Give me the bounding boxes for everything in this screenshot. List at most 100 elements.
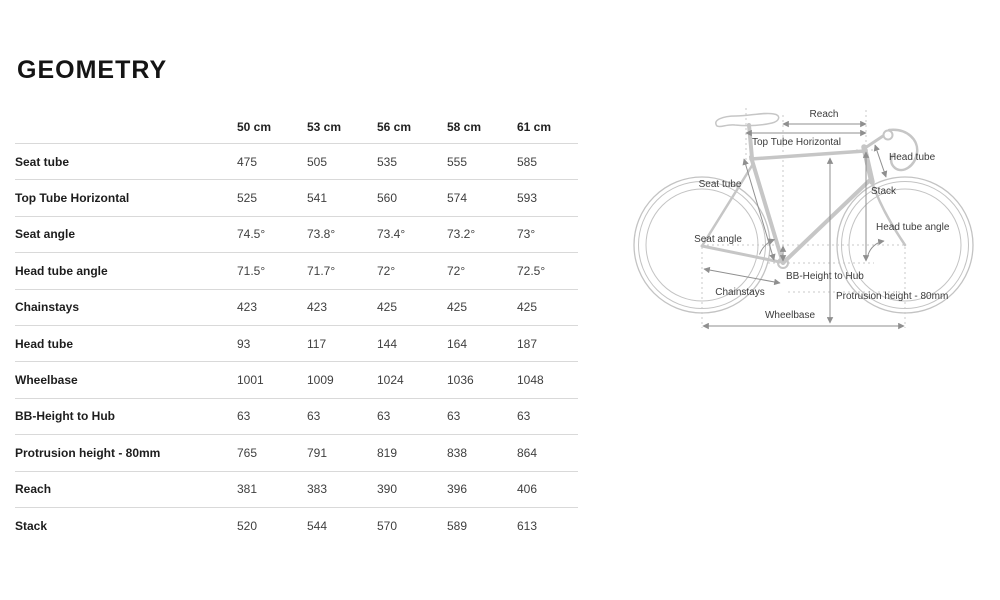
- row-label: BB-Height to Hub: [15, 409, 115, 424]
- value-cell: 1036: [447, 373, 474, 388]
- bike-diagram-svg: Reach Top Tube Horizontal Head tube Seat…: [633, 108, 974, 330]
- value-cell: 475: [237, 154, 258, 169]
- page-title: GEOMETRY: [17, 56, 168, 84]
- diagram-label-top-tube-horizontal: Top Tube Horizontal: [752, 137, 841, 148]
- value-cell: 555: [447, 154, 468, 169]
- diagram-label-chainstays: Chainstays: [715, 287, 764, 298]
- value-cell: 144: [377, 336, 398, 351]
- table-row: BB-Height to Hub 63 63 63 63 63: [15, 397, 578, 434]
- value-cell: 535: [377, 154, 398, 169]
- chainstay-tube: [700, 244, 782, 264]
- value-cell: 73°: [517, 227, 536, 242]
- value-cell: 72°: [447, 263, 466, 278]
- row-label: Reach: [15, 482, 52, 497]
- value-cell: 525: [237, 191, 258, 206]
- geometry-table: 50 cm 53 cm 56 cm 58 cm 61 cm Seat tube 475 …: [15, 110, 578, 543]
- row-label: Protrusion height - 80mm: [15, 445, 161, 460]
- value-cell: 63: [307, 409, 321, 424]
- value-cell: 613: [517, 518, 538, 533]
- value-cell: 72.5°: [517, 263, 546, 278]
- table-header-row: 50 cm 53 cm 56 cm 58 cm 61 cm: [15, 110, 578, 143]
- value-cell: 505: [307, 154, 328, 169]
- value-cell: 791: [307, 445, 328, 460]
- row-label: Stack: [15, 518, 48, 533]
- value-cell: 93: [237, 336, 251, 351]
- value-cell: 381: [237, 482, 258, 497]
- value-cell: 73.8°: [307, 227, 336, 242]
- value-cell: 1048: [517, 373, 544, 388]
- value-cell: 390: [377, 482, 398, 497]
- diagram-label-seat-tube: Seat tube: [699, 179, 742, 190]
- table-row: Chainstays 423 423 425 425 425: [15, 288, 578, 325]
- row-label: Seat angle: [15, 227, 76, 242]
- table-row: Wheelbase 1001 1009 1024 1036 1048: [15, 361, 578, 397]
- value-cell: 425: [517, 300, 538, 315]
- value-cell: 425: [377, 300, 398, 315]
- diagram-label-stack: Stack: [871, 186, 897, 197]
- row-label: Wheelbase: [15, 373, 78, 388]
- size-column-header: 61 cm: [517, 119, 552, 134]
- value-cell: 520: [237, 518, 258, 533]
- value-cell: 406: [517, 482, 538, 497]
- table-row: Top Tube Horizontal 525 541 560 574 593: [15, 179, 578, 215]
- value-cell: 765: [237, 445, 258, 460]
- table-row: Seat angle 74.5° 73.8° 73.4° 73.2° 73°: [15, 215, 578, 252]
- top-tube: [749, 149, 867, 161]
- stem: [863, 134, 885, 150]
- diagram-label-head-tube: Head tube: [889, 152, 936, 163]
- head-tube-arrow: [873, 144, 888, 178]
- table-row: Stack 520 544 570 589 613: [15, 506, 578, 543]
- diagram-label-reach: Reach: [810, 109, 839, 120]
- value-cell: 73.2°: [447, 227, 476, 242]
- value-cell: 574: [447, 191, 468, 206]
- size-column-header: 50 cm: [237, 119, 272, 134]
- value-cell: 71.7°: [307, 263, 336, 278]
- head-tube: [861, 144, 875, 185]
- size-column-header: 53 cm: [307, 119, 342, 134]
- diagram-label-head-tube-angle: Head tube angle: [876, 222, 950, 233]
- value-cell: 819: [377, 445, 398, 460]
- bike-geometry-diagram: Reach Top Tube Horizontal Head tube Seat…: [618, 95, 1000, 345]
- value-cell: 425: [447, 300, 468, 315]
- size-column-header: 56 cm: [377, 119, 412, 134]
- chainstays-arrow: [703, 266, 781, 286]
- value-cell: 63: [237, 409, 251, 424]
- measure-arrows: [702, 120, 905, 330]
- handlebar-clamp: [882, 129, 894, 141]
- value-cell: 63: [377, 409, 391, 424]
- value-cell: 541: [307, 191, 328, 206]
- value-cell: 838: [447, 445, 468, 460]
- value-cell: 72°: [377, 263, 396, 278]
- table-body: Seat tube 475 505 535 555 585 Top Tube H…: [15, 143, 578, 543]
- table-row: Reach 381 383 390 396 406: [15, 470, 578, 507]
- table-row: Head tube 93 117 144 164 187: [15, 324, 578, 361]
- size-column-header: 58 cm: [447, 119, 482, 134]
- table-row: Protrusion height - 80mm 765 791 819 838…: [15, 434, 578, 470]
- fork: [870, 180, 907, 247]
- table-row: Seat tube 475 505 535 555 585: [15, 143, 578, 179]
- row-label: Top Tube Horizontal: [15, 191, 130, 206]
- table-row: Head tube angle 71.5° 71.7° 72° 72° 72.5…: [15, 252, 578, 288]
- value-cell: 1009: [307, 373, 334, 388]
- head-tube-angle-arc: [867, 238, 885, 256]
- row-label: Head tube angle: [15, 263, 108, 278]
- diagram-label-seat-angle: Seat angle: [694, 234, 742, 245]
- value-cell: 396: [447, 482, 468, 497]
- row-label: Head tube: [15, 336, 74, 351]
- seat-tube: [749, 155, 785, 265]
- saddle: [715, 112, 780, 128]
- value-cell: 1001: [237, 373, 264, 388]
- value-cell: 1024: [377, 373, 404, 388]
- value-cell: 864: [517, 445, 538, 460]
- value-cell: 71.5°: [237, 263, 266, 278]
- value-cell: 423: [307, 300, 328, 315]
- down-tube: [781, 178, 872, 265]
- value-cell: 187: [517, 336, 538, 351]
- value-cell: 63: [447, 409, 461, 424]
- value-cell: 589: [447, 518, 468, 533]
- diagram-label-bb-height-to-hub: BB-Height to Hub: [786, 271, 864, 282]
- diagram-label-wheelbase: Wheelbase: [765, 310, 815, 321]
- value-cell: 544: [307, 518, 328, 533]
- value-cell: 383: [307, 482, 328, 497]
